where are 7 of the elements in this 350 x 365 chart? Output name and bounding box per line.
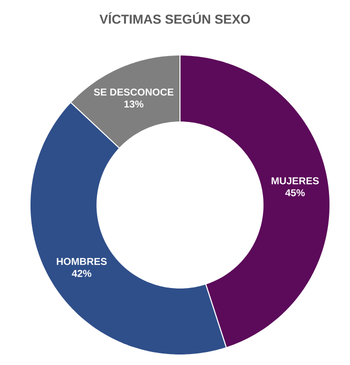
chart-title: VÍCTIMAS SEGÚN SEXO [100,12,250,24]
slice-label: HOMBRES [56,258,107,265]
data-label: 42% [72,270,92,277]
data-label: 45% [285,189,305,196]
data-label: 13% [124,100,144,108]
slice-label: MUJERES [272,177,319,184]
slice-label: SE DESCONOCE [94,88,174,96]
